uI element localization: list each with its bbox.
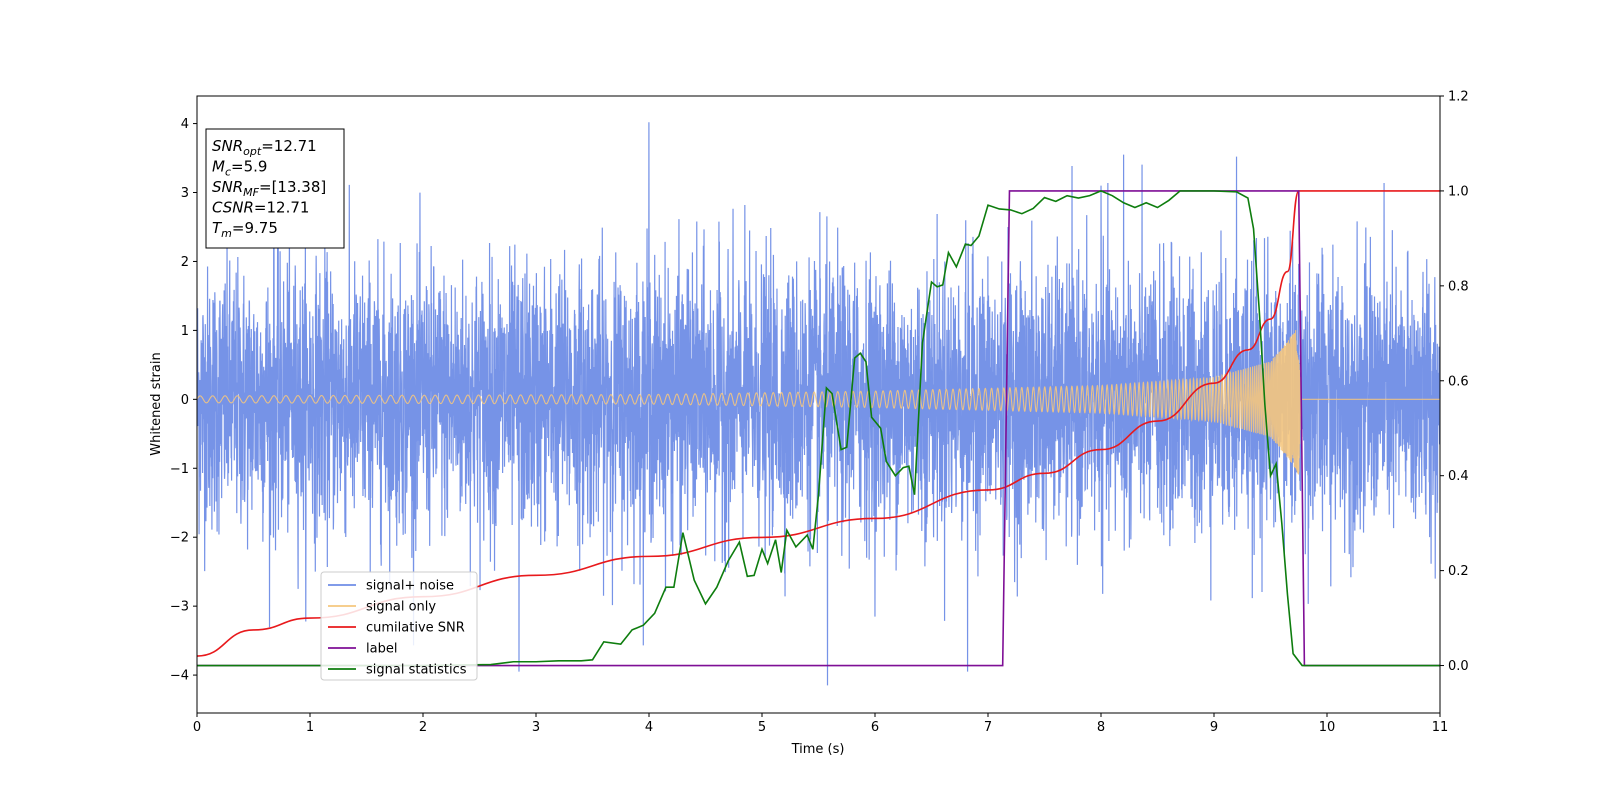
annotation-symbol: CSNR [212, 199, 254, 217]
y-axis-left: 4 3 2 1 0 −1 −2 −3 −4 [170, 117, 197, 684]
annotation-subscript: m [221, 227, 232, 240]
y-right-tick-label: 0.8 [1448, 279, 1469, 294]
annotation-symbol: M [212, 158, 225, 176]
annotation-value: =5.9 [231, 158, 267, 176]
x-tick-label: 5 [758, 720, 766, 735]
x-tick-label: 9 [1210, 720, 1218, 735]
annotation-line: Tm=9.75 [212, 219, 278, 240]
y-left-tick-label: 1 [181, 324, 189, 339]
plot-frame [196, 95, 1441, 714]
annotation-value: =9.75 [232, 219, 278, 237]
annotation-line: Mc=5.9 [212, 158, 267, 179]
y-right-tick-label: 0.6 [1448, 374, 1469, 389]
y-right-tick-label: 0.0 [1448, 659, 1469, 674]
x-tick-label: 4 [645, 720, 653, 735]
annotation-subscript: opt [243, 145, 262, 158]
annotation-symbol: T [212, 219, 223, 237]
x-tick-label: 11 [1432, 720, 1449, 735]
x-tick-label: 0 [193, 720, 201, 735]
annotation-value: =12.71 [261, 137, 317, 155]
y-left-tick-label: 0 [181, 393, 189, 408]
stats-annotation-box: SNRopt=12.71Mc=5.9SNRMF=[13.38]CSNR=12.7… [205, 128, 345, 249]
y-axis-label: Whitened strain [149, 352, 164, 455]
annotation-frame [205, 128, 345, 249]
legend-label: cumilative SNR [366, 621, 465, 636]
series-signal-statistics-line [197, 190, 1440, 667]
x-tick-label: 2 [419, 720, 427, 735]
y-left-tick-label: 2 [181, 255, 189, 270]
legend-label: signal+ noise [366, 579, 454, 594]
x-axis: 0 1 2 3 4 5 6 7 8 9 10 11 [193, 713, 1448, 735]
annotation-symbol: SNR [212, 178, 243, 196]
legend-label: label [366, 642, 397, 657]
legend-label: signal statistics [366, 663, 467, 678]
y-right-tick-label: 1.2 [1448, 90, 1469, 105]
y-left-tick-label: −1 [170, 462, 189, 477]
x-tick-label: 1 [306, 720, 314, 735]
legend: signal+ noise signal only cumilative SNR la… [320, 571, 478, 681]
x-tick-label: 8 [1097, 720, 1105, 735]
annotation-line: SNRMF=[13.38] [212, 178, 326, 199]
y-left-tick-label: 4 [181, 117, 189, 132]
annotation-subscript: MF [243, 186, 259, 199]
annotation-subscript: c [225, 166, 231, 179]
annotation-value: =[13.38] [259, 178, 326, 196]
x-tick-label: 7 [984, 720, 992, 735]
series-signal-only-line [197, 330, 1440, 475]
y-right-tick-label: 0.4 [1448, 469, 1469, 484]
x-axis-label: Time (s) [791, 742, 845, 757]
x-tick-label: 6 [871, 720, 879, 735]
y-left-tick-label: −4 [170, 669, 189, 684]
y-right-tick-label: 1.0 [1448, 184, 1469, 199]
legend-label: signal only [366, 600, 436, 615]
y-left-tick-label: −3 [170, 600, 189, 615]
x-tick-label: 10 [1319, 720, 1336, 735]
y-right-tick-label: 0.2 [1448, 564, 1469, 579]
annotation-line: SNRopt=12.71 [212, 137, 317, 158]
y-left-tick-label: 3 [181, 186, 189, 201]
x-tick-label: 3 [532, 720, 540, 735]
y-axis-right: 1.2 1.0 0.8 0.6 0.4 0.2 0.0 [1440, 90, 1469, 674]
annotation-line: CSNR=12.71 [212, 199, 309, 217]
legend-frame [320, 571, 478, 681]
y-left-tick-label: −2 [170, 531, 189, 546]
annotation-value: =12.71 [254, 199, 310, 217]
annotation-symbol: SNR [212, 137, 243, 155]
